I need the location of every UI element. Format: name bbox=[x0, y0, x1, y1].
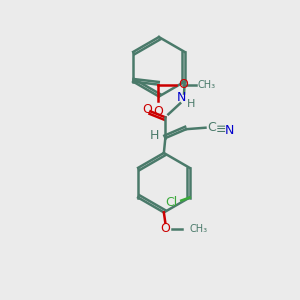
Text: Cl: Cl bbox=[166, 196, 178, 208]
Text: O: O bbox=[142, 103, 152, 116]
Text: N: N bbox=[177, 92, 186, 104]
Text: O: O bbox=[178, 78, 188, 91]
Text: CH₃: CH₃ bbox=[189, 224, 207, 234]
Text: N: N bbox=[225, 124, 234, 137]
Text: C: C bbox=[207, 121, 216, 134]
Text: H: H bbox=[186, 99, 195, 109]
Text: O: O bbox=[154, 105, 164, 118]
Text: H: H bbox=[150, 129, 160, 142]
Text: ≡: ≡ bbox=[216, 123, 226, 136]
Text: CH₃: CH₃ bbox=[198, 80, 216, 90]
Text: O: O bbox=[160, 222, 170, 235]
